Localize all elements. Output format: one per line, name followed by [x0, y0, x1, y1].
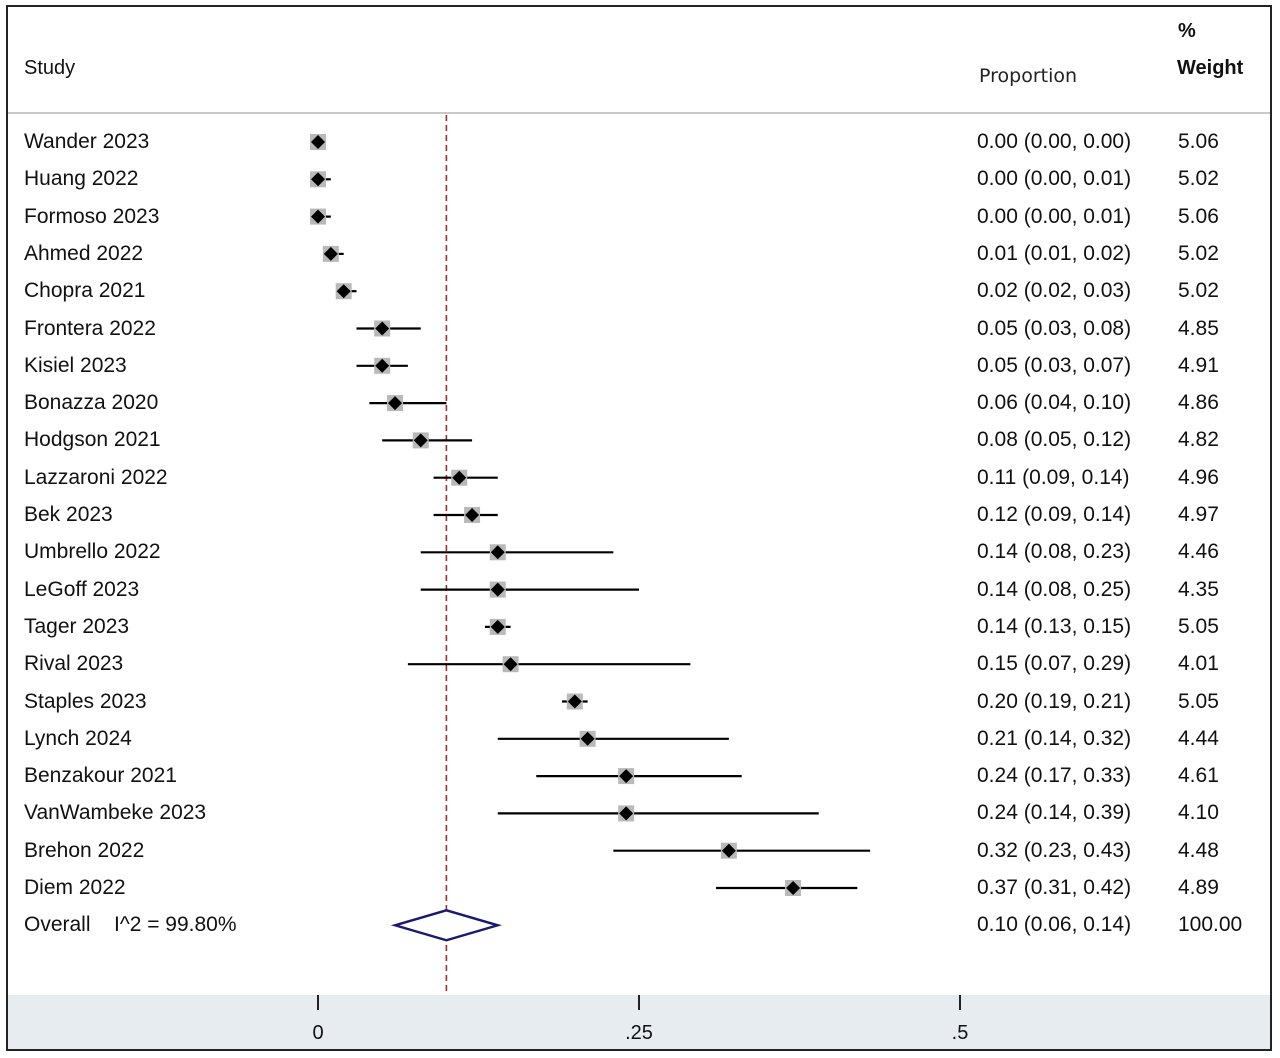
study-name: LeGoff 2023: [24, 577, 140, 601]
study-name: Tager 2023: [24, 614, 130, 638]
study-weight: 4.96: [1178, 465, 1219, 489]
weight-column-header: Weight: [1177, 57, 1244, 79]
study-weight: 5.06: [1178, 204, 1219, 228]
study-weight: 5.05: [1178, 689, 1219, 713]
estimate-ci: 0.15 (0.07, 0.29): [977, 652, 1132, 676]
point-estimate: [336, 284, 351, 299]
point-estimate: [619, 769, 634, 784]
study-weight: 5.06: [1178, 130, 1219, 153]
estimate-ci: 0.06 (0.04, 0.10): [977, 391, 1132, 415]
study-name: Bek 2023: [24, 503, 113, 526]
study-name: Lazzaroni 2022: [24, 465, 168, 489]
point-estimate: [465, 508, 480, 522]
overall-diamond: [390, 909, 503, 942]
study-column-header: Study: [24, 57, 76, 79]
header-divider: [8, 112, 1270, 114]
point-estimate: [375, 358, 390, 373]
study-name: Bonazza 2020: [24, 391, 159, 415]
estimate-ci: 0.08 (0.05, 0.12): [977, 428, 1132, 452]
study-weight: 4.01: [1178, 652, 1219, 676]
estimate-ci: 0.02 (0.02, 0.03): [977, 279, 1132, 303]
x-tick-label: 0: [312, 1022, 324, 1044]
study-name: Ahmed 2022: [24, 241, 144, 265]
study-weight: 4.61: [1178, 764, 1219, 788]
estimate-ci: 0.05 (0.03, 0.08): [977, 316, 1132, 340]
x-tick-label: .5: [951, 1022, 969, 1044]
point-estimate: [567, 694, 582, 709]
study-weight: 4.46: [1178, 540, 1219, 564]
study-weight: 4.86: [1178, 391, 1219, 415]
study-weight: 4.82: [1178, 428, 1219, 452]
point-estimate: [721, 843, 736, 858]
estimate-ci: 0.00 (0.00, 0.01): [977, 204, 1132, 228]
study-name: Frontera 2022: [24, 316, 156, 340]
study-weight: 4.85: [1178, 316, 1219, 340]
point-estimate: [311, 135, 325, 149]
overall-label: Overall: [24, 913, 91, 937]
study-weight: 5.02: [1178, 167, 1219, 191]
study-weight: 4.97: [1178, 503, 1219, 526]
point-estimate: [375, 321, 390, 336]
study-weight: 4.35: [1178, 577, 1219, 601]
point-estimate: [490, 582, 505, 597]
study-name: Rival 2023: [24, 652, 124, 676]
estimate-ci: 0.05 (0.03, 0.07): [977, 353, 1132, 377]
point-estimate: [503, 657, 518, 672]
estimate-ci: 0.11 (0.09, 0.14): [977, 465, 1130, 489]
point-estimate: [490, 619, 505, 634]
study-name: Staples 2023: [24, 689, 147, 713]
study-name: Benzakour 2021: [24, 764, 177, 788]
study-weight: 5.05: [1178, 614, 1219, 638]
study-name: Huang 2022: [24, 167, 139, 191]
x-tick-label: .25: [625, 1022, 653, 1044]
point-estimate: [311, 209, 325, 224]
proportion-column-header: Proportion: [979, 65, 1078, 87]
estimate-ci: 0.12 (0.09, 0.14): [977, 503, 1132, 526]
study-weight: 5.02: [1178, 241, 1219, 265]
study-weight: 4.91: [1178, 353, 1219, 377]
study-name: VanWambeke 2023: [24, 801, 207, 825]
estimate-ci: 0.14 (0.13, 0.15): [977, 614, 1132, 638]
study-name: Diem 2022: [24, 876, 126, 899]
percent-header: %: [1178, 20, 1196, 42]
point-estimate: [311, 172, 325, 187]
point-estimate: [786, 881, 801, 895]
point-estimate: [323, 246, 338, 261]
study-name: Lynch 2024: [24, 726, 132, 750]
study-name: Umbrello 2022: [24, 540, 161, 564]
estimate-ci: 0.21 (0.14, 0.32): [977, 726, 1132, 750]
estimate-ci: 0.24 (0.17, 0.33): [977, 764, 1132, 788]
estimate-ci: 0.37 (0.31, 0.42): [977, 876, 1132, 899]
study-weight: 4.89: [1178, 876, 1219, 899]
estimate-ci: 0.14 (0.08, 0.23): [977, 540, 1132, 564]
heterogeneity-stat: I^2 = 99.80%: [114, 913, 237, 937]
estimate-ci: 0.00 (0.00, 0.00): [977, 130, 1132, 153]
estimate-ci: 0.00 (0.00, 0.01): [977, 167, 1132, 191]
study-name: Hodgson 2021: [24, 428, 161, 452]
point-estimate: [388, 396, 403, 411]
study-name: Kisiel 2023: [24, 353, 127, 377]
study-weight: 4.48: [1178, 838, 1219, 862]
point-estimate: [413, 433, 428, 448]
point-estimate: [490, 545, 505, 560]
estimate-ci: 0.01 (0.01, 0.02): [977, 241, 1132, 265]
estimate-ci: 0.20 (0.19, 0.21): [977, 689, 1132, 713]
study-name: Formoso 2023: [24, 204, 160, 228]
study-name: Brehon 2022: [24, 838, 145, 862]
study-name: Wander 2023: [24, 130, 150, 153]
study-name: Chopra 2021: [24, 279, 146, 303]
estimate-ci: 0.32 (0.23, 0.43): [977, 838, 1132, 862]
point-estimate: [452, 470, 467, 485]
point-estimate: [580, 731, 595, 746]
estimate-ci: 0.24 (0.14, 0.39): [977, 801, 1132, 825]
estimate-ci: 0.14 (0.08, 0.25): [977, 577, 1132, 601]
overall-weight: 100.00: [1178, 913, 1243, 937]
study-weight: 4.10: [1178, 801, 1219, 825]
point-estimate: [619, 806, 634, 821]
study-weight: 5.02: [1178, 279, 1219, 303]
study-weight: 4.44: [1178, 726, 1219, 750]
overall-estimate-ci: 0.10 (0.06, 0.14): [977, 913, 1132, 937]
forest-plot-frame: [6, 5, 1272, 1051]
